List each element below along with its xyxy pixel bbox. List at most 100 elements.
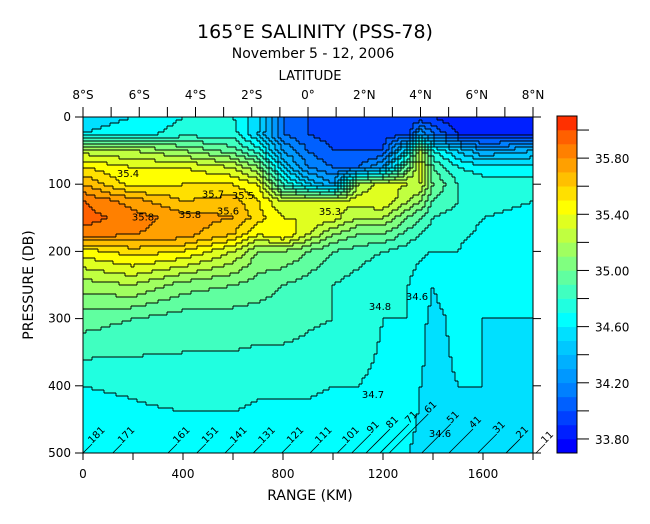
field-cell — [389, 213, 401, 216]
field-cell — [347, 195, 356, 198]
field-cell — [389, 204, 401, 207]
field-cell — [314, 135, 395, 138]
field-cell — [266, 171, 269, 174]
field-cell — [308, 123, 413, 126]
x-tick-label: 0 — [79, 467, 87, 481]
field-cell — [269, 180, 272, 183]
field-cell — [407, 168, 410, 171]
field-cell — [407, 228, 425, 231]
colorbar-label: 33.80 — [595, 433, 629, 447]
field-cell — [278, 177, 284, 180]
field-cell — [344, 183, 347, 186]
field-cell — [284, 177, 290, 180]
field-cell — [236, 168, 251, 171]
field-cell — [272, 150, 278, 153]
field-cell — [380, 252, 428, 255]
field-cell — [473, 156, 530, 159]
field-cell — [416, 210, 428, 213]
field-cell — [83, 210, 95, 213]
field-cell — [290, 171, 299, 174]
field-cell — [434, 165, 443, 168]
field-cell — [233, 261, 251, 264]
field-cell — [311, 270, 353, 273]
field-cell — [401, 186, 422, 189]
field-cell — [278, 159, 284, 162]
field-cell — [398, 234, 419, 237]
field-cell — [179, 273, 230, 276]
field-cell — [431, 156, 434, 159]
field-cell — [404, 219, 419, 222]
field-cell — [281, 147, 293, 150]
field-cell — [434, 159, 449, 162]
field-cell — [83, 315, 149, 318]
field-cell — [413, 204, 425, 207]
field-cell — [251, 228, 296, 231]
field-cell — [443, 165, 458, 168]
field-cell — [83, 117, 128, 120]
field-cell — [428, 159, 431, 162]
field-cell — [83, 285, 164, 288]
y-axis-label: PRESSURE (DB) — [21, 230, 37, 339]
contour-label: 35.4 — [117, 169, 139, 180]
field-cell — [296, 228, 314, 231]
station-marker — [336, 443, 347, 454]
field-cell — [410, 150, 413, 153]
field-cell — [236, 243, 248, 246]
field-cell — [407, 312, 428, 315]
field-cell — [479, 141, 500, 144]
field-cell — [455, 378, 482, 381]
field-cell — [449, 339, 482, 342]
field-cell — [170, 207, 245, 210]
field-cell — [413, 147, 416, 150]
field-cell — [176, 120, 236, 123]
field-cell — [83, 246, 128, 249]
field-cell — [416, 156, 419, 159]
field-cell — [92, 207, 131, 210]
field-cell — [248, 120, 260, 123]
field-cell — [278, 288, 332, 291]
colorbar-label: 35.00 — [595, 264, 629, 278]
field-cell — [449, 159, 461, 162]
contour-label: 35.8 — [179, 210, 201, 221]
field-cell — [437, 195, 458, 198]
field-cell — [428, 186, 431, 189]
field-cell — [428, 306, 440, 309]
field-cell — [302, 255, 329, 258]
field-cell — [347, 192, 353, 195]
top-tick-label: 4°N — [409, 88, 432, 102]
colorbar-swatch — [557, 410, 577, 426]
field-cell — [272, 123, 278, 126]
field-cell — [221, 195, 236, 198]
field-cell — [305, 147, 332, 150]
field-cell — [116, 234, 194, 237]
field-cell — [281, 267, 317, 270]
field-cell — [347, 171, 356, 174]
field-cell — [341, 186, 344, 189]
field-cell — [419, 138, 422, 141]
field-cell — [398, 156, 401, 159]
field-cell — [389, 168, 395, 171]
field-cell — [305, 234, 320, 237]
field-cell — [443, 180, 455, 183]
field-cell — [83, 144, 176, 147]
field-cell — [419, 147, 422, 150]
field-cell — [356, 234, 398, 237]
field-cell — [83, 198, 110, 201]
field-cell — [266, 147, 269, 150]
field-cell — [146, 291, 191, 294]
field-cell — [203, 252, 227, 255]
field-cell — [83, 405, 158, 408]
field-cell — [335, 183, 338, 186]
field-cell — [407, 162, 410, 165]
field-cell — [446, 210, 503, 213]
field-cell — [341, 192, 347, 195]
field-cell — [320, 192, 335, 195]
colorbar-swatch — [557, 354, 577, 370]
field-cell — [332, 309, 407, 312]
field-cell — [428, 183, 434, 186]
field-cell — [83, 216, 107, 219]
field-cell — [299, 153, 314, 156]
field-cell — [332, 288, 407, 291]
field-cell — [407, 183, 425, 186]
x-tick-label: 400 — [172, 467, 195, 481]
